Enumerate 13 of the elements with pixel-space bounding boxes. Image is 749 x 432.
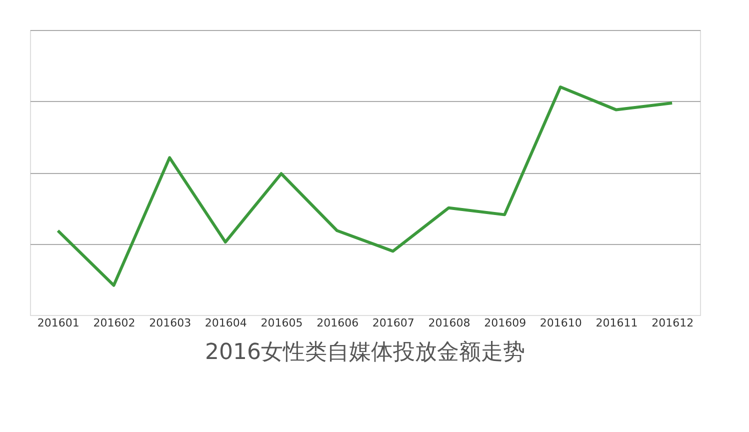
- x-tick-label: 201603: [149, 316, 192, 330]
- x-tick-label: 201602: [93, 316, 136, 330]
- x-tick-label: 201601: [37, 316, 80, 330]
- x-tick-label: 201605: [260, 316, 303, 330]
- x-tick-label: 201611: [596, 316, 638, 330]
- x-tick-label: 201609: [484, 316, 526, 330]
- x-tick-label: 201607: [372, 316, 414, 330]
- x-tick-label: 201612: [652, 316, 694, 330]
- x-tick-label: 201610: [540, 316, 582, 330]
- text: 2016女性类自媒体投放金额走势: [205, 340, 525, 365]
- x-tick-label: 201608: [428, 316, 470, 330]
- x-tick-label: 201606: [316, 316, 359, 330]
- x-tick-label: 201604: [204, 316, 247, 330]
